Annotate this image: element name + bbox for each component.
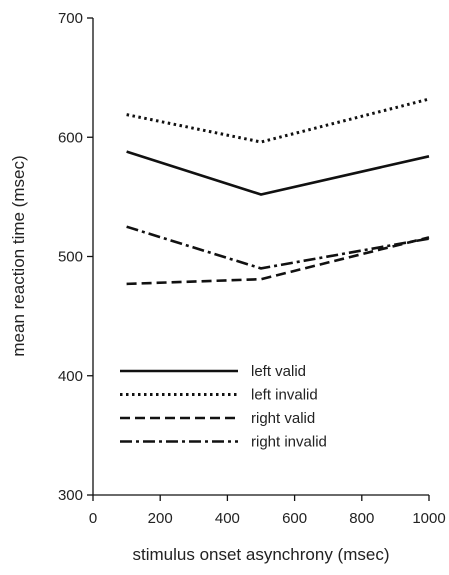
series-line-right-valid	[126, 236, 430, 286]
legend-label: left valid	[251, 363, 306, 380]
x-tick-label: 600	[282, 510, 307, 527]
legend-label: right valid	[251, 410, 315, 427]
x-tick-label: 400	[215, 510, 240, 527]
y-axis-title: mean reaction time (msec)	[9, 155, 28, 356]
y-tick-label: 400	[58, 368, 83, 385]
x-tick-label: 0	[89, 510, 97, 527]
legend: left valid left invalid right valid right i…	[120, 363, 327, 451]
series-lines	[126, 97, 430, 286]
y-tick-label: 700	[58, 10, 83, 27]
x-axis-title: stimulus onset asynchrony (msec)	[133, 545, 390, 564]
legend-label: right invalid	[251, 434, 327, 451]
ticks: 300 400 500 600 700 0 200 400 600 800 1000	[58, 10, 446, 527]
series-line-right-invalid	[126, 225, 430, 270]
y-tick-label: 300	[58, 487, 83, 504]
y-tick-label: 600	[58, 129, 83, 146]
x-tick-label: 200	[148, 510, 173, 527]
series-line-left-valid	[126, 150, 430, 196]
x-tick-label: 1000	[412, 510, 445, 527]
series-line-left-invalid	[126, 97, 430, 144]
y-tick-label: 500	[58, 249, 83, 266]
legend-label: left invalid	[251, 387, 318, 404]
x-tick-label: 800	[349, 510, 374, 527]
